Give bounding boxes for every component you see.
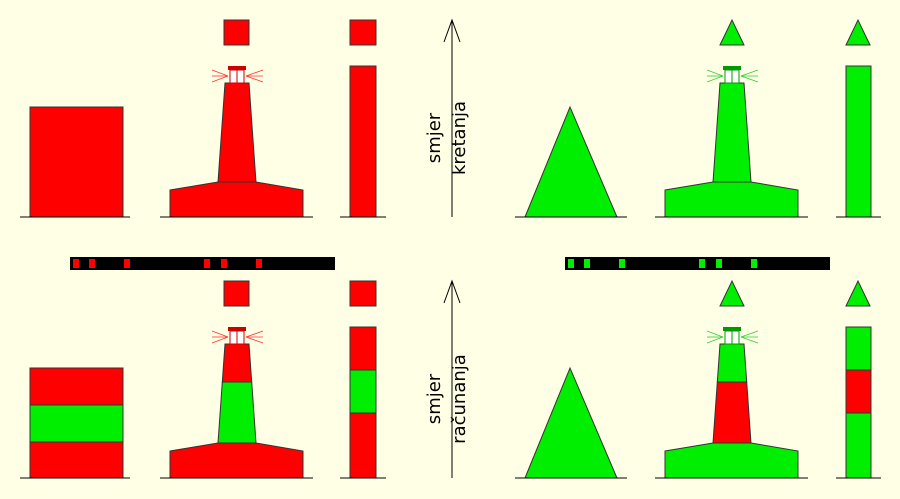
bottom-left-marks <box>20 280 386 479</box>
top-right-marks <box>515 18 881 218</box>
direction-label: kretanja <box>449 101 470 175</box>
bottom-right-marks <box>515 279 881 479</box>
direction-label: računanja <box>449 354 470 444</box>
top-left-marks <box>20 19 386 218</box>
direction-label: smjer <box>424 373 445 424</box>
arrows <box>443 18 461 478</box>
direction-label: smjer <box>424 112 445 163</box>
light-rhythm <box>70 257 830 270</box>
